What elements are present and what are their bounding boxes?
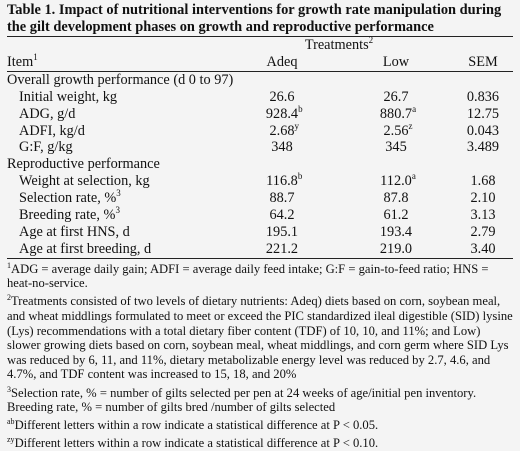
- sem-value: 0.043: [466, 122, 500, 139]
- section-row: Overall growth performance (d 0 to 97): [7, 71, 513, 88]
- section-label: Reproductive performance: [7, 156, 160, 173]
- low-value: 880.7 a: [379, 103, 417, 122]
- row-label: Selection rate, %3: [19, 188, 121, 207]
- low-value: 345: [385, 139, 407, 156]
- header-row-columns: Item1 Adeq Low SEM: [7, 52, 513, 72]
- table-row: ADFI, kg/d 2.68 y 2.56 z 0.043: [7, 120, 513, 140]
- table-row: ADG, g/d 928.4 b 880.7 a 12.75: [7, 103, 513, 123]
- low-value: 219.0: [379, 240, 413, 257]
- table-row: Age at first breeding, d 221.2 219.0 3.40: [7, 240, 513, 259]
- table-row: Weight at selection, kg 116.8 b 112.0 a 1.68: [7, 171, 513, 190]
- sem-value: 2.79: [470, 223, 496, 240]
- adeq-header: Adeq: [225, 53, 339, 72]
- row-label: Weight at selection, kg: [19, 173, 150, 190]
- treatments-header: Treatments2: [304, 35, 374, 53]
- adeq-value: 64.2: [269, 207, 295, 224]
- sem-header: SEM: [468, 53, 498, 70]
- row-label: Breeding rate, %3: [19, 205, 120, 224]
- sem-value: 3.40: [470, 240, 496, 257]
- low-value: 193.4: [379, 223, 413, 240]
- adeq-value: 195.1: [265, 223, 299, 240]
- adeq-value: 116.8 b: [266, 171, 303, 190]
- row-label: G:F, g/kg: [19, 139, 73, 156]
- footnote: 2Treatments consisted of two levels of d…: [7, 293, 513, 382]
- table-page: Table 1. Impact of nutritional intervent…: [7, 2, 513, 450]
- item-header: Item1: [7, 52, 38, 70]
- adeq-value: 26.6: [269, 88, 295, 105]
- table-row: G:F, g/kg 348 345 3.489: [7, 139, 513, 156]
- low-value: 61.2: [383, 207, 409, 224]
- row-label: ADG, g/d: [19, 105, 76, 122]
- row-label: ADFI, kg/d: [19, 122, 85, 139]
- table-row: Selection rate, %3 88.7 87.8 2.10: [7, 188, 513, 207]
- section-row: Reproductive performance: [7, 156, 513, 173]
- adeq-value: 221.2: [265, 240, 299, 257]
- section-label: Overall growth performance (d 0 to 97): [7, 71, 234, 88]
- table-body: Overall growth performance (d 0 to 97) In…: [7, 71, 513, 259]
- table-title: Table 1. Impact of nutritional intervent…: [7, 2, 502, 35]
- adeq-value: 2.68 y: [269, 120, 300, 139]
- footnote: 1ADG = average daily gain; ADFI = averag…: [7, 260, 489, 291]
- row-label: Age at first HNS, d: [19, 223, 130, 240]
- footnote: abDifferent letters within a row indicat…: [7, 417, 379, 433]
- adeq-value: 88.7: [269, 190, 295, 207]
- row-label: Initial weight, kg: [19, 88, 118, 105]
- low-value: 87.8: [383, 190, 409, 207]
- low-value: 26.7: [383, 88, 409, 105]
- adeq-value: 348: [271, 139, 293, 156]
- sem-value: 3.13: [470, 207, 496, 224]
- header-row-treatments: Treatments2: [7, 35, 513, 54]
- low-header: Low: [339, 53, 453, 72]
- table-row: Initial weight, kg 26.6 26.7 0.836: [7, 89, 513, 106]
- sem-value: 12.75: [466, 105, 500, 122]
- footnote: 3Selection rate, % = number of gilts sel…: [7, 384, 477, 415]
- data-table: Treatments2 Item1 Adeq Low SEM Overall g…: [7, 36, 513, 259]
- table-row: Age at first HNS, d 195.1 193.4 2.79: [7, 224, 513, 241]
- footnote: zyDifferent letters within a row indicat…: [7, 435, 379, 451]
- sem-value: 1.68: [470, 173, 496, 190]
- footnotes: 1ADG = average daily gain; ADFI = averag…: [7, 260, 513, 451]
- low-value: 2.56 z: [383, 120, 413, 139]
- table-row: Breeding rate, %3 64.2 61.2 3.13: [7, 205, 513, 224]
- sem-value: 3.489: [466, 139, 500, 156]
- sem-value: 0.836: [466, 88, 500, 105]
- adeq-value: 928.4 b: [265, 103, 303, 122]
- sem-value: 2.10: [470, 190, 496, 207]
- low-value: 112.0 a: [380, 171, 416, 190]
- row-label: Age at first breeding, d: [19, 240, 152, 257]
